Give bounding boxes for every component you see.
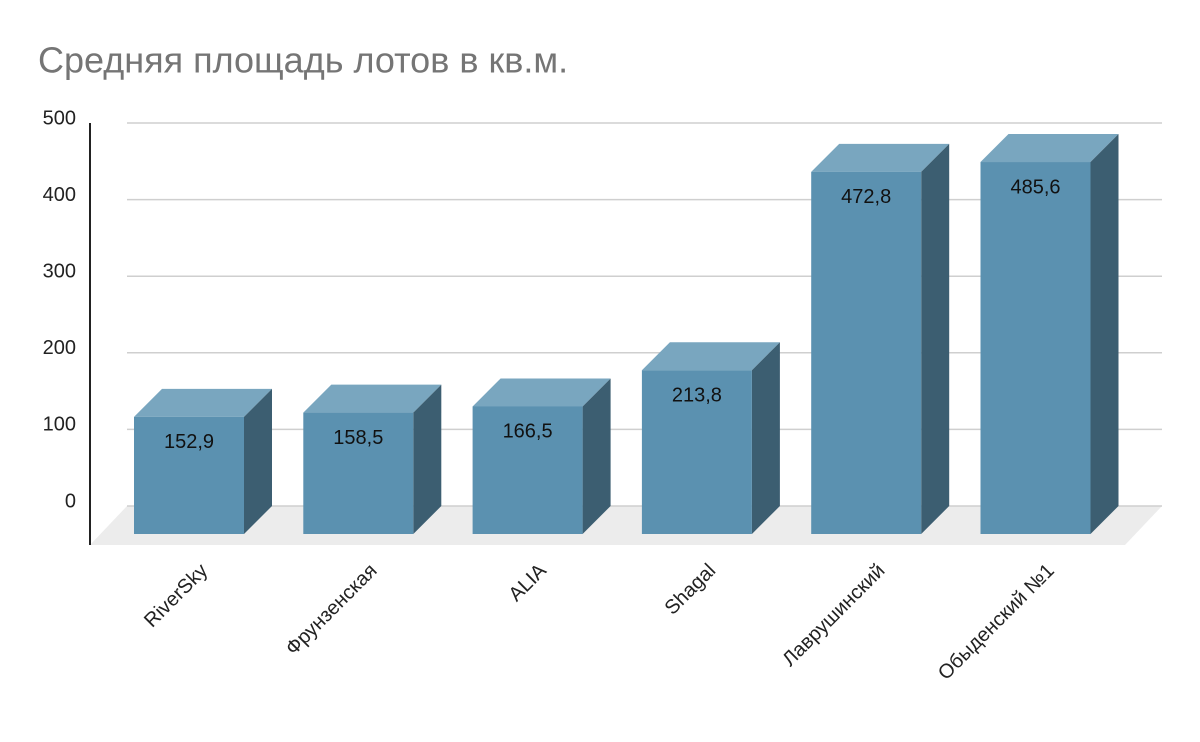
- bar-side: [1090, 134, 1119, 534]
- bar-side: [582, 378, 611, 534]
- bar-top: [303, 384, 442, 413]
- bar: [811, 171, 922, 534]
- y-tick-label: 400: [43, 184, 76, 206]
- y-tick-label: 200: [43, 337, 76, 359]
- y-tick-label: 500: [43, 107, 76, 129]
- bar: [303, 412, 414, 534]
- bar-side: [751, 342, 780, 534]
- y-tick-label: 0: [65, 490, 76, 512]
- bar-top: [472, 378, 611, 407]
- bar-side: [244, 388, 272, 534]
- value-label: 485,6: [1010, 176, 1060, 198]
- x-tick-label: Лаврушинский: [778, 560, 889, 671]
- value-label: 152,9: [164, 431, 214, 453]
- value-label: 472,8: [841, 186, 891, 208]
- bar: [134, 416, 244, 534]
- chart-title: Средняя площадь лотов в кв.м.: [38, 40, 568, 81]
- bar-top: [980, 134, 1119, 163]
- value-label: 213,8: [672, 385, 722, 407]
- value-label: 166,5: [503, 421, 553, 443]
- bar-side: [921, 143, 950, 534]
- bar-side: [413, 384, 442, 534]
- y-tick-label: 100: [43, 414, 76, 436]
- bar: [641, 370, 752, 534]
- x-tick-label: Фрунзенская: [282, 560, 382, 660]
- x-tick-label: Обыденский №1: [934, 560, 1059, 685]
- x-tick-label: Shagal: [661, 560, 721, 620]
- x-tick-label: RiverSky: [140, 560, 212, 632]
- value-label: 158,5: [333, 427, 383, 449]
- bar-top: [641, 342, 780, 371]
- bar: [472, 406, 583, 534]
- bar: [980, 162, 1091, 534]
- bar-top: [134, 388, 272, 417]
- y-tick-label: 300: [43, 260, 76, 282]
- x-tick-label: ALIA: [505, 559, 552, 606]
- bar-top: [811, 143, 950, 172]
